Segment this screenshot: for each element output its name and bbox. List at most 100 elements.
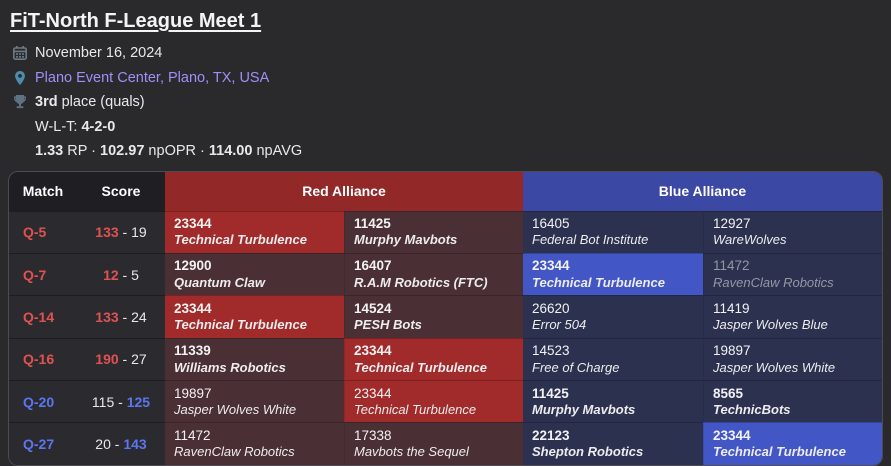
column-header-red-alliance: Red Alliance [165, 171, 523, 211]
team-cell[interactable]: 23344 Technical Turbulence [703, 422, 882, 465]
team-cell[interactable]: 16405 Federal Bot Institute [523, 210, 703, 253]
team-name: Technical Turbulence [532, 274, 665, 290]
team-name: R.A.M Robotics (FTC) [354, 274, 488, 290]
team-cell[interactable]: 23344 Technical Turbulence [344, 337, 523, 381]
record-line: W-L-T: 4-2-0 [12, 115, 891, 140]
placement-text: 3rd place (quals) [35, 94, 145, 111]
score-separator: - [118, 351, 132, 368]
team-cell[interactable]: 11472 RavenClaw Robotics [703, 252, 882, 296]
score-cell: 20 - 143 [77, 422, 165, 465]
team-name: Shepton Robotics [532, 444, 644, 460]
score-cell: 12 - 5 [77, 252, 165, 296]
team-name: Jasper Wolves White [174, 402, 297, 417]
column-header-match: Match [9, 171, 77, 211]
team-number: 11339 [174, 343, 211, 359]
team-name: Murphy Mavbots [532, 402, 636, 417]
team-number: 23344 [354, 385, 392, 401]
blue-score: 19 [131, 224, 147, 241]
team-name: Technical Turbulence [354, 359, 487, 375]
match-cell[interactable]: Q-5 [9, 210, 77, 253]
event-header: FiT-North F-League Meet 1 Novem [0, 0, 891, 164]
team-number: 22123 [532, 427, 570, 443]
team-cell[interactable]: 11339 Williams Robotics [165, 337, 344, 381]
event-location-link[interactable]: Plano Event Center, Plano, TX, USA [35, 69, 270, 86]
team-cell[interactable]: 19897 Jasper Wolves White [703, 337, 882, 381]
match-cell[interactable]: Q-7 [9, 252, 77, 296]
score-separator: - [118, 266, 132, 283]
team-cell[interactable]: 11425 Murphy Mavbots [523, 380, 703, 423]
red-score: 115 [91, 393, 115, 410]
team-name: Technical Turbulence [174, 317, 307, 333]
score-cell: 190 - 27 [77, 337, 165, 381]
team-number: 17338 [354, 427, 392, 443]
team-name: Technical Turbulence [174, 232, 307, 248]
team-number: 14524 [354, 300, 392, 316]
blue-score: 5 [131, 266, 139, 283]
event-title[interactable]: FiT-North F-League Meet 1 [10, 10, 262, 32]
team-cell[interactable]: 23344 Technical Turbulence [165, 295, 344, 338]
team-number: 16407 [354, 258, 392, 274]
team-cell[interactable]: 23344 Technical Turbulence [344, 380, 523, 423]
team-cell[interactable]: 11419 Jasper Wolves Blue [703, 295, 882, 338]
team-number: 11425 [354, 215, 391, 231]
team-number: 19897 [713, 343, 751, 359]
column-header-score: Score [77, 171, 165, 211]
team-number: 11419 [713, 300, 750, 316]
team-number: 12927 [713, 215, 751, 231]
team-name: PESH Bots [354, 317, 422, 333]
red-score: 12 [103, 266, 119, 283]
placement-line: 3rd place (quals) [12, 90, 891, 115]
score-cell: 133 - 24 [77, 295, 165, 338]
team-name: RavenClaw Robotics [174, 444, 295, 460]
calendar-icon [12, 45, 28, 61]
match-cell[interactable]: Q-20 [9, 380, 77, 423]
team-cell[interactable]: 16407 R.A.M Robotics (FTC) [344, 252, 523, 296]
team-cell[interactable]: 22123 Shepton Robotics [523, 422, 703, 465]
team-cell[interactable]: 23344 Technical Turbulence [523, 252, 703, 296]
team-name: Free of Charge [532, 359, 620, 375]
team-cell[interactable]: 19897 Jasper Wolves White [165, 380, 344, 423]
team-name: Mavbots the Sequel [354, 444, 469, 460]
team-name: TechnicBots [713, 402, 791, 417]
team-cell[interactable]: 23344 Technical Turbulence [165, 210, 344, 253]
team-name: WareWolves [713, 232, 787, 248]
team-name: Quantum Claw [174, 274, 266, 290]
team-name: Error 504 [532, 317, 587, 333]
team-number: 23344 [354, 343, 392, 359]
team-number: 11472 [713, 258, 750, 274]
team-cell[interactable]: 14524 PESH Bots [344, 295, 523, 338]
blue-score: 143 [123, 436, 147, 453]
team-number: 8565 [713, 385, 744, 401]
team-cell[interactable]: 12927 WareWolves [703, 210, 882, 253]
team-name: Jasper Wolves Blue [713, 317, 828, 333]
team-name: Jasper Wolves White [713, 359, 836, 375]
team-cell[interactable]: 11472 RavenClaw Robotics [165, 422, 344, 465]
event-date: November 16, 2024 [35, 45, 163, 62]
team-cell[interactable]: 17338 Mavbots the Sequel [344, 422, 523, 465]
score-cell: 115 - 125 [77, 380, 165, 423]
team-number: 14523 [532, 343, 570, 359]
team-cell[interactable]: 26620 Error 504 [523, 295, 703, 338]
team-number: 16405 [532, 215, 570, 231]
match-cell[interactable]: Q-27 [9, 422, 77, 465]
team-name: Technical Turbulence [713, 444, 846, 460]
team-name: Williams Robotics [174, 359, 286, 375]
match-cell[interactable]: Q-16 [9, 337, 77, 381]
team-cell[interactable]: 14523 Free of Charge [523, 337, 703, 381]
stats-text: 1.33 RP · 102.97 npOPR · 114.00 npAVG [35, 143, 303, 160]
stats-line: 1.33 RP · 102.97 npOPR · 114.00 npAVG [12, 139, 891, 164]
blue-score: 125 [126, 393, 151, 410]
team-number: 19897 [174, 385, 212, 401]
record-text: W-L-T: 4-2-0 [35, 118, 116, 135]
team-name: Murphy Mavbots [354, 232, 458, 248]
team-cell[interactable]: 12900 Quantum Claw [165, 252, 344, 296]
trophy-icon [12, 94, 28, 110]
score-separator: - [114, 393, 127, 410]
team-number: 23344 [713, 427, 751, 443]
match-cell[interactable]: Q-14 [9, 295, 77, 338]
matches-table: Match Score Red Alliance Blue Alliance Q… [8, 170, 883, 466]
team-number: 23344 [174, 215, 212, 231]
team-cell[interactable]: 8565 TechnicBots [703, 380, 882, 423]
team-cell[interactable]: 11425 Murphy Mavbots [344, 210, 523, 253]
team-number: 12900 [174, 258, 212, 274]
